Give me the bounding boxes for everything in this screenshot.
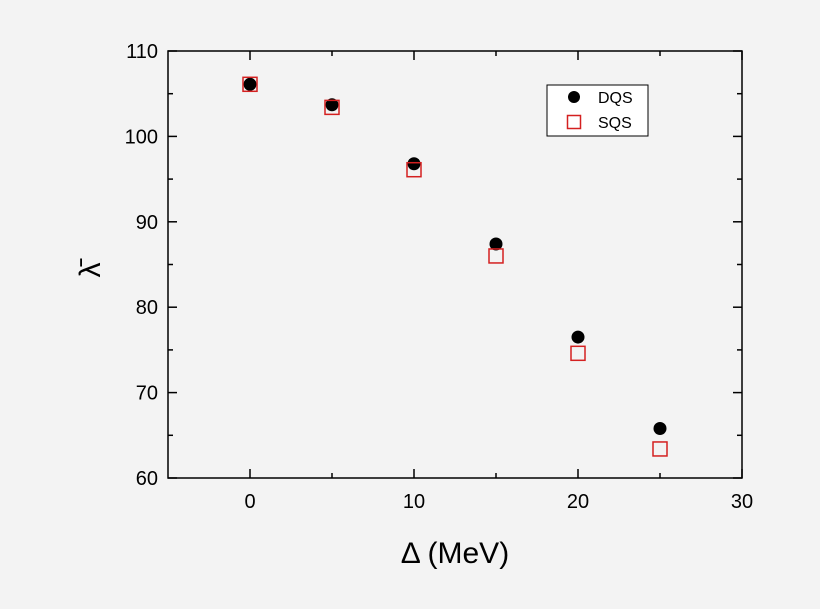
y-tick-label: 90 [136,212,158,234]
point-dqs [571,330,585,344]
data-points [242,76,668,457]
x-tick-label: 0 [244,491,255,513]
y-axis-title: λ̄ [74,258,107,278]
x-axis-title: Δ (MeV) [401,537,509,570]
axis-ticks [168,50,743,479]
point-sqs [652,441,668,457]
point-sqs [488,248,504,264]
y-tick-label: 70 [136,383,158,405]
y-tick-label: 110 [126,41,158,63]
plot-frame [167,50,743,479]
legend-label-dqs: DQS [598,90,633,107]
y-tick-label: 60 [136,468,158,490]
point-dqs [243,77,257,91]
legend: DQS SQS [546,84,649,137]
y-tick-label: 80 [136,297,158,319]
y-tick-label: 100 [125,126,158,148]
point-sqs [324,99,340,116]
legend-marker-dqs [568,91,580,103]
x-tick-label: 30 [731,491,753,513]
point-sqs [570,345,586,362]
point-sqs [406,161,422,178]
point-sqs [242,76,258,93]
point-dqs [489,237,503,251]
x-tick-label: 10 [403,491,425,513]
legend-marker-sqs [566,114,582,130]
point-dqs [653,421,667,435]
legend-box [546,84,649,137]
tick-labels: 0 10 20 30 60 70 80 90 100 110 [125,41,754,513]
x-tick-label: 20 [567,491,589,513]
legend-label-sqs: SQS [598,115,632,132]
point-dqs [407,157,421,171]
point-dqs [325,98,339,112]
